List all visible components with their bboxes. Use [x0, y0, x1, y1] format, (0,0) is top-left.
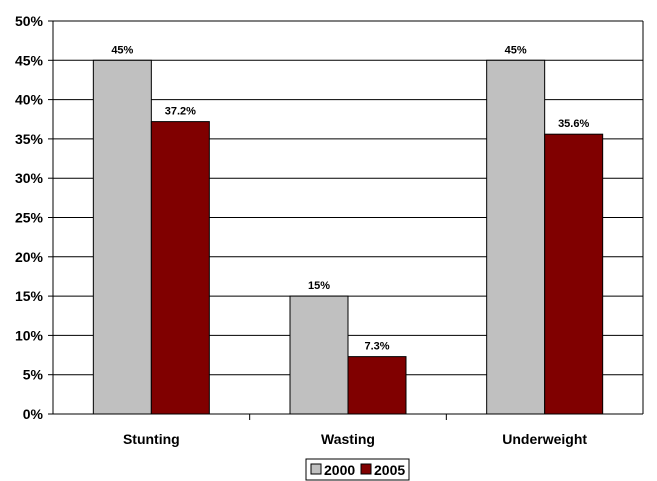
legend-swatch-2000	[310, 463, 322, 475]
y-tick-label: 30%	[15, 170, 44, 186]
data-label: 45%	[505, 44, 527, 56]
labels: 0% 5% 10% 15% 20% 25% 30% 35% 40% 45% 50% 45% 37.2% S…	[15, 13, 590, 447]
y-tick-label: 50%	[15, 13, 44, 29]
y-tick-label: 45%	[15, 52, 44, 68]
y-tick-label: 0%	[23, 406, 44, 422]
x-category-label: Stunting	[123, 431, 180, 447]
legend-box	[305, 458, 410, 481]
bar-2000-stunting	[92, 59, 152, 415]
y-tick-label: 15%	[15, 288, 44, 304]
legend-swatch-2005	[360, 463, 372, 475]
y-tick-label: 20%	[15, 249, 44, 265]
x-category-label: Underweight	[502, 431, 587, 447]
y-tick-label: 5%	[23, 367, 44, 383]
y-tick-label: 40%	[15, 92, 44, 108]
data-label: 37.2%	[165, 106, 196, 118]
x-category-label: Wasting	[321, 431, 375, 447]
y-tick-label: 10%	[15, 327, 44, 343]
bar-2005-stunting	[150, 121, 210, 415]
data-label: 45%	[111, 44, 133, 56]
data-label: 15%	[308, 280, 330, 292]
bar-2000-wasting	[289, 295, 349, 415]
bar-2005-wasting	[347, 356, 407, 415]
legend: 2000 2005	[305, 458, 410, 481]
y-tick-label: 35%	[15, 131, 44, 147]
legend-label: 2000	[324, 462, 355, 478]
data-label: 7.3%	[364, 341, 389, 353]
y-tick-label: 25%	[15, 210, 44, 226]
data-label: 35.6%	[558, 118, 589, 130]
bar-2000-underweight	[486, 59, 546, 415]
legend-label: 2005	[374, 462, 405, 478]
bar-2005-underweight	[544, 133, 604, 415]
axes	[48, 20, 644, 420]
